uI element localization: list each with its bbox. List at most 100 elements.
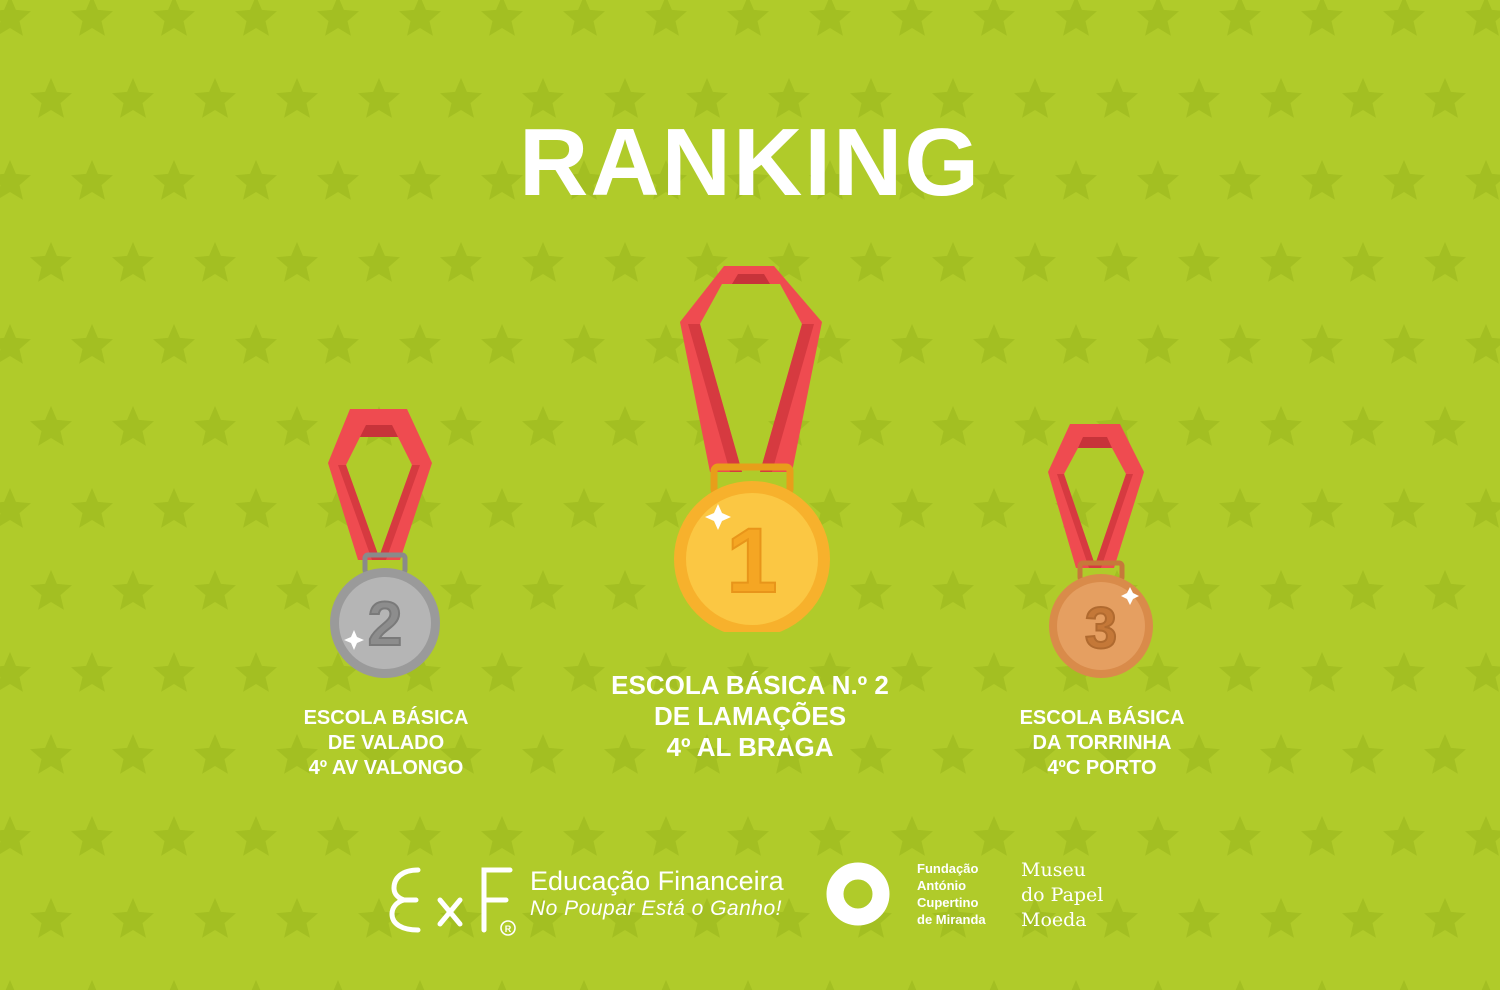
background-star — [317, 160, 359, 200]
second-place-line: DE VALADO — [327, 732, 445, 754]
background-star — [686, 734, 728, 774]
background-star — [235, 652, 277, 692]
background-star — [112, 78, 154, 118]
background-star — [850, 242, 892, 282]
background-star — [0, 160, 31, 200]
background-star — [0, 324, 31, 364]
background-star — [825, 980, 835, 990]
background-star — [604, 734, 646, 774]
background-star — [563, 160, 605, 200]
background-star — [932, 898, 974, 938]
background-star — [1096, 242, 1138, 282]
background-star — [0, 488, 31, 528]
background-star — [194, 734, 236, 774]
background-star — [522, 734, 564, 774]
background-star — [194, 242, 236, 282]
background-star — [1055, 324, 1097, 364]
ribbon — [680, 266, 822, 472]
background-star — [891, 160, 933, 200]
background-star — [235, 488, 277, 528]
background-star — [194, 898, 236, 938]
background-star — [1342, 898, 1384, 938]
exf-name: Educação Financeira — [530, 866, 784, 896]
background-star — [1301, 488, 1343, 528]
background-star — [440, 406, 482, 446]
background-star — [1014, 242, 1056, 282]
background-star — [276, 734, 318, 774]
background-star — [481, 0, 523, 36]
background-star — [358, 734, 400, 774]
museu-line: do Papel — [1021, 884, 1104, 906]
background-star — [604, 898, 646, 938]
background-star — [1014, 406, 1056, 446]
background-star — [932, 406, 974, 446]
background-star — [317, 324, 359, 364]
background-star — [522, 78, 564, 118]
exf-brand-text: Educação Financeira No Poupar Está o Gan… — [530, 866, 784, 922]
background-star — [112, 242, 154, 282]
svg-text:R: R — [505, 924, 512, 934]
background-star — [112, 898, 154, 938]
background-star — [645, 0, 687, 36]
background-star — [1424, 406, 1466, 446]
background-star — [809, 816, 851, 856]
background-star — [1178, 78, 1220, 118]
background-star — [743, 980, 753, 990]
fundacao-logo — [826, 862, 890, 926]
background-star — [481, 488, 523, 528]
background-star — [1301, 0, 1343, 36]
background-star — [276, 898, 318, 938]
background-star — [891, 652, 933, 692]
background-star — [71, 160, 113, 200]
background-star — [809, 0, 851, 36]
background-star — [891, 816, 933, 856]
background-star — [1465, 0, 1500, 36]
fundacao-line: de Miranda — [917, 912, 986, 927]
background-star — [1235, 980, 1245, 990]
background-star — [1399, 980, 1409, 990]
background-star — [1178, 898, 1220, 938]
background-star — [1260, 406, 1302, 446]
gold-medal-number: 1 — [726, 510, 777, 612]
background-star — [1096, 898, 1138, 938]
ribbon — [1048, 424, 1144, 568]
background-star — [891, 488, 933, 528]
background-star — [1219, 324, 1261, 364]
background-star — [399, 160, 441, 200]
background-star — [563, 324, 605, 364]
background-star — [235, 0, 277, 36]
museu-name: Museu do Papel Moeda — [1021, 858, 1103, 933]
background-star — [153, 0, 195, 36]
background-star — [153, 652, 195, 692]
background-star — [1383, 652, 1425, 692]
background-star — [1055, 0, 1097, 36]
background-star — [153, 488, 195, 528]
background-star — [1383, 324, 1425, 364]
background-star — [604, 78, 646, 118]
background-star — [1096, 734, 1138, 774]
background-star — [727, 160, 769, 200]
background-star — [0, 652, 31, 692]
background-star — [440, 570, 482, 610]
background-star — [1383, 160, 1425, 200]
background-star — [1424, 570, 1466, 610]
background-star — [563, 488, 605, 528]
background-star — [563, 652, 605, 692]
background-star — [1096, 78, 1138, 118]
background-star — [358, 78, 400, 118]
background-star — [727, 0, 769, 36]
background-star — [481, 816, 523, 856]
background-star — [1178, 406, 1220, 446]
background-star — [768, 78, 810, 118]
third-place-line: ESCOLA BÁSICA — [1019, 707, 1185, 729]
bronze-medal-number: 3 — [1085, 596, 1117, 661]
second-place-line: 4º AV VALONGO — [308, 757, 464, 779]
third-place-line: DA TORRINHA — [1032, 732, 1172, 754]
background-star — [1055, 816, 1097, 856]
background-star — [973, 816, 1015, 856]
background-star — [727, 816, 769, 856]
background-star — [1014, 570, 1056, 610]
background-star — [194, 570, 236, 610]
background-star — [932, 242, 974, 282]
background-star — [1137, 488, 1179, 528]
